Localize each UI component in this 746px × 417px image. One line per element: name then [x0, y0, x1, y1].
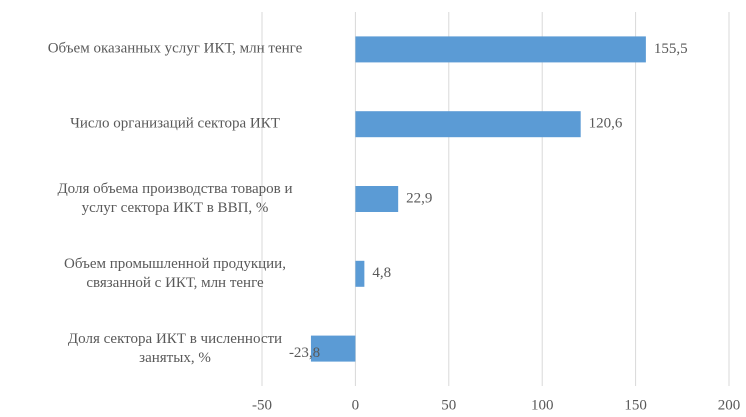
x-tick-label: -50	[252, 397, 272, 413]
x-tick-label: 0	[352, 397, 360, 413]
x-tick-label: 200	[718, 397, 741, 413]
bar	[355, 186, 399, 212]
value-label: -23,8	[289, 345, 320, 361]
category-label: Объем оказанных услуг ИКТ, млн тенге	[47, 40, 303, 57]
category-label: Число организаций сектора ИКТ	[70, 115, 280, 132]
value-label: 4,8	[372, 265, 391, 281]
value-label: 120,6	[589, 116, 623, 132]
bar	[310, 335, 356, 362]
bar	[355, 36, 646, 63]
x-tick-label: 150	[624, 397, 647, 413]
value-label: 155,5	[654, 41, 688, 57]
x-tick-label: 100	[531, 397, 554, 413]
category-label: Объем промышленной продукции, связанной …	[64, 255, 286, 291]
value-label: 22,9	[406, 190, 432, 206]
bar	[355, 260, 365, 287]
x-tick-label: 50	[441, 397, 456, 413]
bar	[355, 111, 581, 138]
category-label: Доля сектора ИКТ в численности занятых, …	[67, 330, 283, 366]
category-label: Доля объема производства товаров и услуг…	[57, 181, 293, 216]
